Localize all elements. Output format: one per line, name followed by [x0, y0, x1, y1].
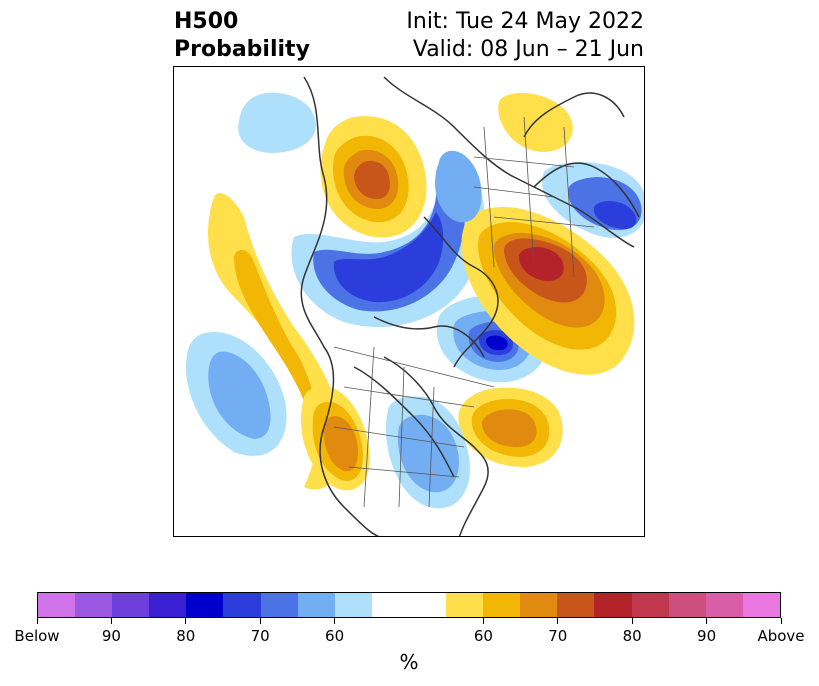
colorbar-swatch: [446, 593, 484, 617]
colorbar-tick: [36, 618, 38, 624]
colorbar-swatch: [334, 593, 372, 617]
anomaly-region: [238, 92, 316, 153]
map-canvas: [186, 76, 644, 536]
anomaly-fields: [186, 92, 644, 509]
colorbar-swatch: [149, 593, 187, 617]
init-date: Init: Tue 24 May 2022: [406, 9, 644, 34]
anomaly-region: [354, 160, 390, 199]
colorbar-tick: [334, 618, 336, 624]
colorbar-tick: [780, 618, 782, 624]
title-variable: H500: [174, 9, 239, 34]
chart-title: H500 Probability: [174, 8, 310, 64]
colorbar-swatch: [557, 593, 595, 617]
probability-map: [173, 66, 645, 537]
colorbar-swatch: [483, 593, 521, 617]
colorbar-unit: %: [399, 650, 419, 674]
colorbar-swatch: [38, 593, 76, 617]
colorbar-tick: [557, 618, 559, 624]
anomaly-region: [323, 416, 358, 472]
colorbar-swatch: [594, 593, 632, 617]
colorbar-tick: [185, 618, 187, 624]
colorbar-swatch: [75, 593, 113, 617]
anomaly-region: [208, 351, 271, 439]
colorbar-tick-label: 90: [697, 627, 717, 645]
anomaly-region: [518, 247, 564, 282]
valid-range: Valid: 08 Jun – 21 Jun: [412, 37, 644, 62]
colorbar-swatch: [631, 593, 669, 617]
colorbar-tick-label: 60: [325, 627, 345, 645]
colorbar-tick: [482, 618, 484, 624]
colorbar-tick: [706, 618, 708, 624]
chart-dates: Init: Tue 24 May 2022 Valid: 08 Jun – 21…: [406, 8, 644, 64]
colorbar-swatch: [742, 593, 780, 617]
colorbar-swatch: [297, 593, 335, 617]
colorbar-swatch: [223, 593, 261, 617]
colorbar: [37, 592, 781, 618]
colorbar-swatch: [520, 593, 558, 617]
colorbar-swatch: [705, 593, 743, 617]
anomaly-region: [333, 212, 444, 303]
anomaly-region: [234, 250, 315, 417]
borders: [333, 116, 595, 508]
colorbar-swatch: [408, 593, 447, 617]
colorbar-swatch: [668, 593, 706, 617]
colorbar-tick: [631, 618, 633, 624]
title-type: Probability: [174, 37, 310, 62]
anomaly-region: [498, 92, 573, 152]
colorbar-swatch: [371, 593, 409, 617]
colorbar-tick-label: 80: [176, 627, 196, 645]
colorbar-tick: [110, 618, 112, 624]
colorbar-tick-label: Above: [757, 627, 805, 645]
colorbar-tick-label: 70: [250, 627, 270, 645]
colorbar-tick-label: 70: [548, 627, 568, 645]
colorbar-swatch: [112, 593, 150, 617]
colorbar-tick-label: 80: [622, 627, 642, 645]
colorbar-tick-label: 90: [101, 627, 121, 645]
anomaly-region: [435, 150, 482, 223]
colorbar-tick-label: 60: [473, 627, 493, 645]
anomaly-region: [486, 335, 508, 351]
colorbar-tick: [259, 618, 261, 624]
colorbar-tick-label: Below: [14, 627, 60, 645]
colorbar-swatch: [260, 593, 298, 617]
anomaly-region: [481, 409, 537, 448]
anomaly-region: [593, 201, 637, 230]
colorbar-swatch: [186, 593, 224, 617]
